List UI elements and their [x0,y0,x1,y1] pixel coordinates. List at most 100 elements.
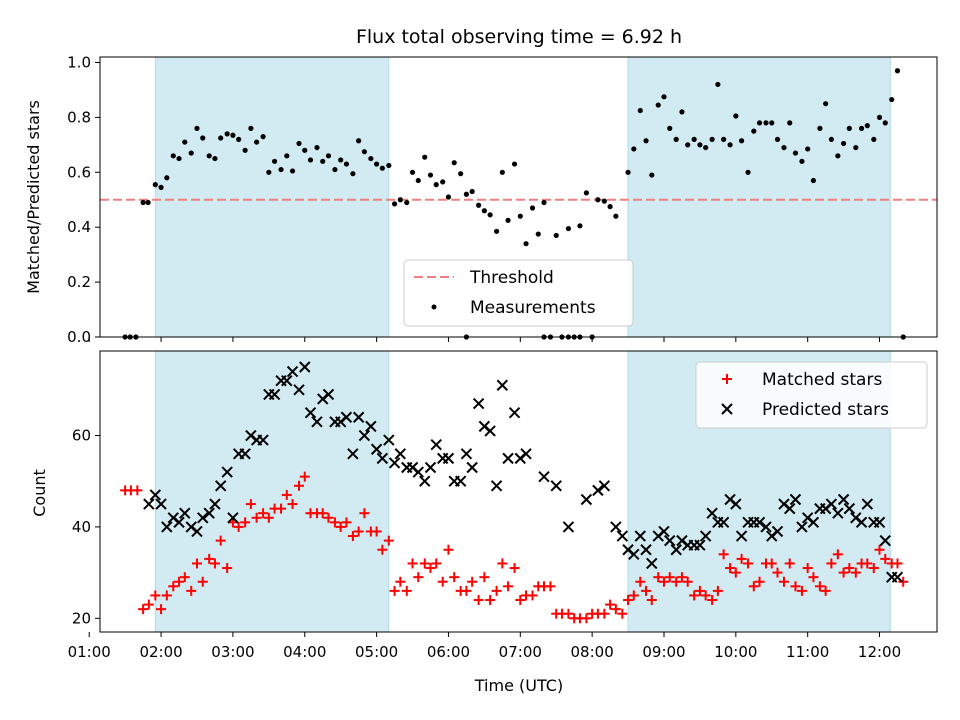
counts-series-1-point-0-b [143,498,155,510]
x-tick-label-1: 02:00 [139,643,182,661]
ratio-series-0-point-50 [422,154,428,160]
counts-series-0-point-10 [179,572,190,583]
counts-series-1-point-6-b [179,507,191,519]
counts-series-0-point-7 [161,590,172,601]
counts-series-0-point-58 [467,576,478,587]
counts-series-1-point-14 [227,512,239,524]
ratio-series-0-point-11 [188,150,194,156]
counts-series-1-point-88 [717,516,730,529]
counts-series-1-point-27-b [304,406,317,419]
counts-series-1-point-114-b [873,516,886,529]
counts-series-1-point-40 [383,434,395,446]
counts-series-1-point-52 [454,475,467,487]
counts-series-1-point-61-b [508,406,521,419]
counts-series-0-point-125 [868,563,879,574]
counts-series-1-point-65-b [550,480,562,492]
counts-series-1-point-58 [490,480,503,492]
x-tick-label-5: 06:00 [427,643,470,661]
counts-series-1-point-100-b [789,493,802,506]
ratio-series-0-point-29 [296,140,302,147]
ratio-series-0-point-120 [823,101,829,107]
ratio-series-0-point-68 [529,205,536,211]
counts-series-1-point-23 [281,374,293,387]
counts-series-0-point-45 [389,585,400,596]
counts-series-0-point-3 [138,604,149,615]
x-tick-label-8: 09:00 [642,643,685,661]
ratio-series-0-point-123 [841,140,847,147]
ratio-series-0-point-100 [703,144,709,151]
ratio-series-0-point-18 [230,132,236,138]
counts-series-1-point-42 [394,448,407,460]
counts-series-1-point-114 [873,516,886,529]
counts-series-0-point-21 [245,499,256,510]
ratio-series-0-point-78 [613,213,619,219]
ratio-series-0-point-106 [738,138,745,144]
counts-series-0-point-46 [395,576,406,587]
x-tick-label-0: 01:00 [68,643,111,661]
counts-series-0-point-87 [641,585,652,596]
counts-series-0-point-15 [209,558,220,569]
ratio-series-0-point-5 [152,182,158,188]
ratio-series-0-point-48 [409,169,416,175]
counts-y-tick-label-1: 40 [72,518,91,536]
counts-series-1-point-25 [293,384,305,396]
counts-series-1-point-68 [592,484,604,497]
ratio-series-0-point-104 [727,142,733,148]
counts-series-1-point-12-b [214,480,227,492]
counts-series-0-point-68 [527,590,538,601]
ratio-series-0-point-99 [697,142,703,148]
ratio-series-0-point-118 [810,177,817,184]
counts-series-1-point-67-b [580,493,593,506]
counts-series-0-point-119 [832,549,843,560]
ratio-series-0-point-102 [715,81,721,88]
counts-series-0-point-61 [485,595,496,606]
counts-series-0-point-77 [581,613,592,624]
counts-series-1-point-2 [155,498,167,510]
counts-series-0-point-114 [802,563,813,574]
counts-series-0-point-40 [359,508,370,519]
counts-series-1-point-0 [143,498,155,510]
counts-series-1-point-30 [322,388,335,401]
counts-series-0-point-110 [778,576,789,587]
counts-series-0-point-27 [281,489,292,500]
ratio-series-0-point-110 [763,120,769,126]
ratio-series-0-point-130 [882,120,888,126]
ratio-series-0-point-55 [451,160,457,166]
observing-interval-ratio-1 [627,56,891,338]
counts-series-0-point-101 [725,563,736,574]
counts-series-0-point-62 [491,585,502,596]
x-tick-label-6: 07:00 [499,643,542,661]
ratio-series-0-point-92 [655,102,661,108]
ratio-series-0-point-4 [145,199,151,206]
counts-series-0-point-116 [814,581,825,592]
counts-series-1-point-9 [197,512,209,524]
legend-measurements-label: Measurements [470,298,596,318]
ratio-series-0-point-87 [625,169,631,175]
counts-series-1-point-90 [730,498,742,510]
counts-series-0-point-44 [383,535,394,546]
legend-x-marker [721,403,733,415]
ratio-series-0-point-109 [756,120,763,126]
counts-series-1-point-117 [891,571,904,583]
counts-series-1-point-69-b [598,480,611,492]
counts-series-1-point-73 [628,548,640,561]
counts-series-0-point-105 [748,581,759,592]
counts-series-0-point-60 [479,572,490,583]
counts-series-1-point-71 [616,530,629,542]
counts-series-1-point-112-b [861,498,874,510]
ratio-series-0-point-97 [685,142,691,148]
ratio-series-0-point-74 [583,190,589,196]
counts-series-1-point-41 [388,457,401,469]
counts-series-0-point-6 [156,604,167,615]
ratio-series-0-point-101 [709,136,715,142]
counts-series-1-point-70-b [610,521,622,533]
counts-series-0-point-90 [658,576,669,587]
counts-series-1-point-34-b [347,448,359,460]
ratio-series-0-point-8 [170,153,176,159]
counts-series-1-point-6 [179,507,191,519]
counts-series-1-point-1-b [149,489,162,501]
counts-series-1-point-53-b [460,448,473,460]
counts-series-1-point-103-b [807,516,820,529]
counts-series-1-point-71-b [616,530,629,542]
ratio-series-0-point-96 [679,109,685,115]
